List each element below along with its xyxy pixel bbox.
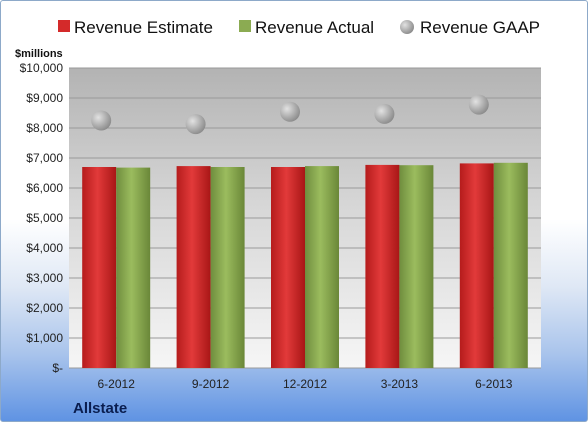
- bar-revenue-estimate: [82, 167, 117, 368]
- bar-revenue-estimate: [365, 164, 400, 368]
- legend-item-gaap[interactable]: Revenue GAAP: [400, 18, 540, 37]
- y-tick-label: $10,000: [20, 61, 64, 75]
- x-tick-label: 6-2013: [475, 377, 513, 391]
- y-tick-label: $8,000: [26, 121, 63, 135]
- x-tick-label: 9-2012: [192, 377, 230, 391]
- legend-marker-gaap: [400, 20, 414, 34]
- y-tick-label: $5,000: [26, 211, 63, 225]
- legend-label-estimate: Revenue Estimate: [74, 18, 213, 37]
- y-tick-label: $9,000: [26, 91, 63, 105]
- bar-revenue-estimate: [271, 167, 305, 368]
- bar-revenue-estimate: [459, 163, 494, 368]
- y-tick-label: $2,000: [26, 301, 63, 315]
- y-tick-label: $3,000: [26, 271, 63, 285]
- legend-swatch-estimate: [58, 20, 70, 32]
- x-tick-label: 3-2013: [381, 377, 419, 391]
- point-revenue-gaap: [468, 94, 489, 115]
- bar-revenue-estimate: [176, 166, 211, 368]
- point-revenue-gaap: [280, 101, 300, 122]
- bar-revenue-actual: [305, 166, 339, 368]
- y-tick-label: $-: [52, 361, 63, 375]
- legend-item-estimate[interactable]: Revenue Estimate: [58, 18, 213, 37]
- x-tick-label: 6-2012: [98, 377, 136, 391]
- legend-swatch-actual: [239, 20, 251, 32]
- legend-item-actual[interactable]: Revenue Actual: [239, 18, 374, 37]
- x-tick-label: 12-2012: [283, 377, 327, 391]
- bar-revenue-actual: [493, 162, 528, 368]
- legend: Revenue Estimate Revenue Actual Revenue …: [58, 18, 540, 37]
- y-tick-label: $4,000: [26, 241, 63, 255]
- company-name: Allstate: [73, 400, 127, 417]
- point-revenue-gaap: [91, 110, 112, 131]
- bar-revenue-actual: [116, 167, 151, 368]
- y-axis-label: $millions: [15, 48, 63, 60]
- y-tick-label: $1,000: [26, 331, 63, 345]
- bar-revenue-actual: [210, 167, 245, 368]
- legend-label-actual: Revenue Actual: [255, 18, 374, 37]
- point-revenue-gaap: [185, 114, 206, 135]
- y-tick-label: $6,000: [26, 181, 63, 195]
- legend-label-gaap: Revenue GAAP: [420, 18, 540, 37]
- bar-revenue-actual: [399, 165, 434, 368]
- point-revenue-gaap: [374, 103, 395, 124]
- y-tick-label: $7,000: [26, 151, 63, 165]
